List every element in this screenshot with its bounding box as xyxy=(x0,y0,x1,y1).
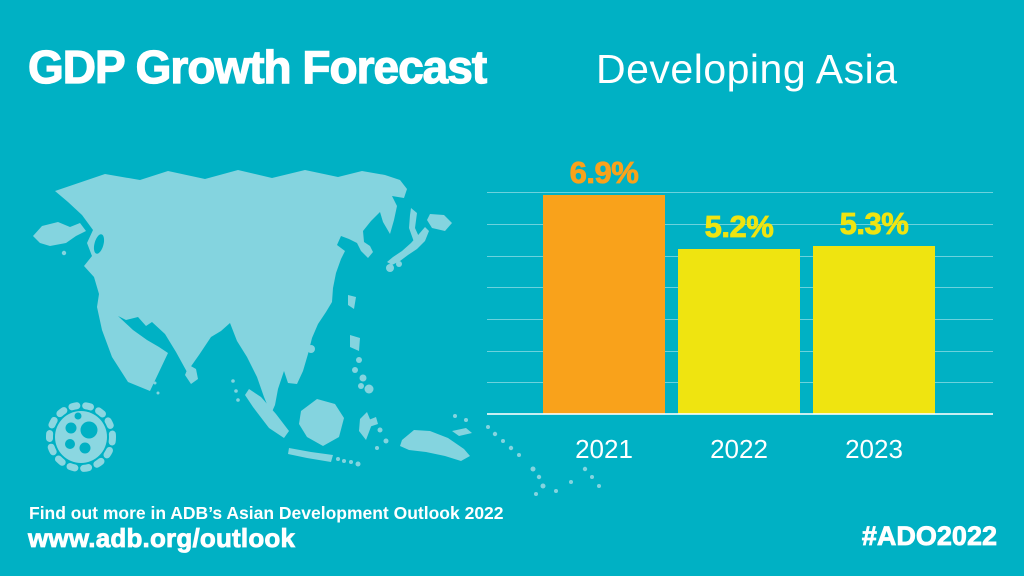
footer-url: www.adb.org/outlook xyxy=(28,523,296,554)
gridline-7pct xyxy=(487,192,993,194)
gridline-6pct xyxy=(487,223,993,225)
footer-note: Find out more in ADB’s Asian Development… xyxy=(29,503,504,523)
indonesia-archipelago xyxy=(245,389,389,467)
bar-2022 xyxy=(678,249,800,414)
bar-2023 xyxy=(813,245,935,414)
japan-hokkaido xyxy=(427,214,452,231)
bar-2021 xyxy=(543,195,665,414)
new-guinea xyxy=(400,414,472,461)
taiwan xyxy=(348,295,356,309)
asia-mainland-silhouette xyxy=(55,170,407,414)
x-axis-label-2021: 2021 xyxy=(575,434,633,464)
bar-value-label-2021: 6.9% xyxy=(569,155,639,191)
japan-honshu xyxy=(387,227,429,265)
caspian-sea xyxy=(93,234,105,254)
philippines xyxy=(350,335,374,394)
bar-value-label-2023: 5.3% xyxy=(839,205,909,241)
sri-lanka xyxy=(185,365,198,384)
x-axis-label-2023: 2023 xyxy=(845,434,903,464)
page-title: GDP Growth Forecast xyxy=(27,40,487,93)
x-axis-label-2022: 2022 xyxy=(710,434,768,464)
hainan xyxy=(307,345,315,353)
pacific-islands xyxy=(486,425,601,496)
sakhalin xyxy=(409,208,420,242)
region-title: Developing Asia xyxy=(596,46,898,92)
hashtag: #ADO2022 xyxy=(861,521,998,552)
x-axis-baseline xyxy=(487,413,993,415)
gdp-bar-chart: 6.9% 2021 5.2% 2022 5.3% 2023 xyxy=(487,155,993,480)
coronavirus-icon xyxy=(46,402,116,472)
bar-value-label-2022: 5.2% xyxy=(704,209,774,245)
turkey-silhouette xyxy=(33,222,86,246)
